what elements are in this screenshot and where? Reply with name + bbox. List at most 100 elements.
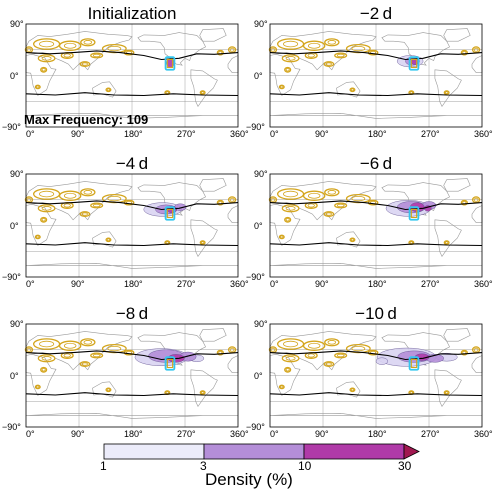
yellow-contour [349, 87, 356, 93]
latitude-tick-label: −90° [2, 122, 21, 132]
coastline-africa [269, 53, 301, 96]
yellow-contour [79, 61, 91, 67]
yellow-contour [277, 338, 305, 350]
yellow-contour-inner [327, 40, 337, 45]
yellow-contour-inner [325, 62, 332, 66]
yellow-contour [216, 199, 224, 206]
yellow-contour [33, 188, 61, 200]
yellow-contour-inner [106, 238, 111, 242]
map-frame [25, 323, 239, 428]
longitude-tick-label: 270° [177, 129, 196, 139]
southern-line [25, 92, 239, 97]
initialization-region [164, 56, 176, 71]
yellow-contour-inner [229, 47, 235, 52]
yellow-contour-inner [36, 85, 40, 89]
yellow-contour [40, 366, 48, 373]
yellow-contour-inner [63, 203, 71, 208]
yellow-contour-inner [41, 218, 46, 222]
coastline-antarctica [25, 412, 238, 419]
yellow-contour-inner [307, 342, 321, 349]
coastline-south-america [434, 219, 462, 257]
yellow-contour-inner [83, 340, 93, 345]
yellow-contour [334, 202, 348, 209]
yellow-contour [278, 84, 285, 90]
yellow-contour-inner [351, 346, 366, 352]
yellow-contour-inner [200, 391, 205, 395]
latitude-tick-label: 0° [10, 70, 19, 81]
coastline-africa-west [471, 355, 483, 373]
coastline-australia [92, 231, 117, 248]
yellow-contour-inner [81, 362, 88, 366]
yellow-contour [281, 54, 300, 63]
panel-title: −6 d [359, 154, 393, 173]
yellow-contour-inner [63, 53, 71, 58]
yellow-contour-inner [41, 368, 46, 372]
yellow-contour-inner [351, 46, 366, 52]
yellow-contour-inner [39, 40, 55, 48]
max-frequency-annotation: Max Frequency: 109 [24, 112, 149, 127]
coastline-africa-west [471, 205, 483, 223]
yellow-contour-inner [307, 53, 315, 58]
black-contours [269, 350, 483, 397]
graticule [270, 24, 482, 127]
initialization-region-inner [166, 208, 174, 219]
yellow-contour-inner [106, 388, 111, 392]
yellow-contour [58, 340, 82, 351]
graticule [270, 174, 482, 277]
yellow-contour [281, 354, 300, 363]
yellow-contour-inner [285, 218, 290, 222]
yellow-contour [34, 234, 41, 240]
yellow-contour-inner [473, 347, 479, 352]
yellow-contour-inner [41, 206, 52, 211]
yellow-contour-inner [280, 235, 284, 239]
yellow-contour-inner [81, 212, 88, 216]
yellow-contour-inner [444, 391, 449, 395]
colorbar-title: Density (%) [205, 470, 293, 489]
colorbar-tick-3: 3 [200, 459, 207, 473]
longitude-tick-label: 180° [368, 429, 387, 439]
yellow-contour [323, 361, 335, 367]
longitude-tick-label: 90° [315, 429, 329, 439]
yellow-contour-inner [473, 197, 479, 202]
map-panel: −10 d 0° 90° 180° 270° 360° 90° 0° −90° [246, 304, 493, 447]
initialization-region-inner [410, 358, 418, 369]
longitude-tick-label: 0° [270, 129, 279, 139]
yellow-contour [278, 234, 285, 240]
latitude-tick-label: −90° [2, 422, 21, 432]
yellow-contour [349, 387, 356, 393]
graticule [26, 324, 238, 427]
yellow-contour-inner [41, 68, 46, 72]
map-frame [269, 23, 483, 128]
yellow-contour-inner [473, 47, 479, 52]
panel-title: −10 d [355, 304, 397, 323]
yellow-contour-inner [81, 62, 88, 66]
latitude-tick-label: −90° [2, 272, 21, 282]
yellow-contour-inner [409, 241, 414, 245]
yellow-contour [199, 390, 206, 396]
longitude-tick-label: 90° [71, 129, 85, 139]
longitude-tick-label: 360° [230, 429, 249, 439]
yellow-contour [40, 216, 48, 223]
yellow-contour-inner [63, 192, 77, 199]
latitude-tick-label: 90° [10, 19, 24, 29]
yellow-contour [34, 384, 41, 390]
yellow-contour-inner [283, 190, 299, 198]
yellow-contour [460, 349, 468, 356]
longitude-tick-label: 270° [177, 279, 196, 289]
yellow-contour-inner [229, 197, 235, 202]
initialization-region [408, 356, 420, 371]
yellow-contours [268, 338, 481, 396]
northern-line [25, 50, 239, 61]
initialization-region-inner [166, 58, 174, 69]
yellow-contour-inner [337, 53, 345, 58]
black-contours [25, 350, 239, 397]
yellow-contour-inner [350, 88, 355, 92]
initialization-region [164, 206, 176, 221]
yellow-contour-inner [36, 385, 40, 389]
coastline-africa-west [471, 55, 483, 73]
longitude-tick-label: 180° [368, 279, 387, 289]
world-map [268, 23, 483, 128]
latitude-tick-label: 0° [10, 220, 19, 231]
yellow-contours [24, 338, 237, 396]
initialization-region-inner [410, 208, 418, 219]
